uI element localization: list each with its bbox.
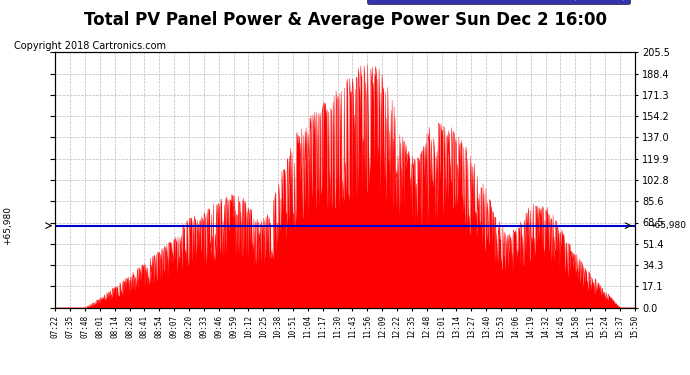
Legend: Average  (DC Watts), PV Panels  (DC Watts): Average (DC Watts), PV Panels (DC Watts): [366, 0, 630, 4]
Text: Total PV Panel Power & Average Power Sun Dec 2 16:00: Total PV Panel Power & Average Power Sun…: [83, 11, 607, 29]
Text: Copyright 2018 Cartronics.com: Copyright 2018 Cartronics.com: [14, 41, 166, 51]
Text: →65,980: →65,980: [647, 221, 687, 230]
Text: +65,980: +65,980: [3, 206, 12, 245]
